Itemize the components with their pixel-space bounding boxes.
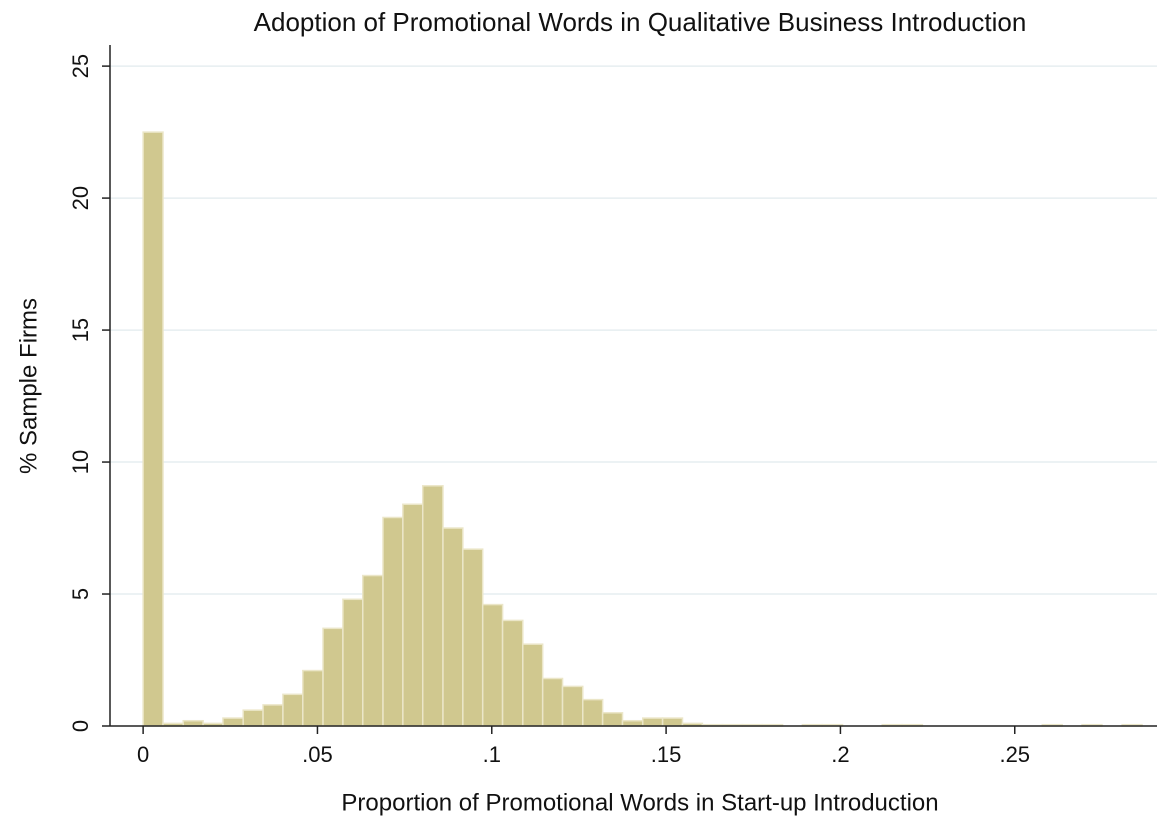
bar	[462, 548, 484, 727]
x-tick-label: .15	[651, 742, 682, 767]
bar	[322, 627, 344, 727]
bar	[481, 603, 504, 727]
y-tick-label: 5	[68, 588, 93, 600]
bar	[362, 574, 384, 727]
bar	[442, 527, 464, 727]
x-tick-label: .05	[302, 742, 333, 767]
y-axis-label: % Sample Firms	[15, 298, 42, 474]
bar	[282, 693, 304, 727]
bar	[142, 131, 164, 727]
bar	[402, 503, 424, 727]
y-tick-label: 15	[68, 318, 93, 342]
bar	[302, 669, 324, 727]
bar	[222, 717, 244, 727]
bar	[262, 704, 284, 727]
x-tick-label: .2	[831, 742, 849, 767]
bar	[541, 677, 564, 727]
bar	[621, 719, 644, 727]
chart-title: Adoption of Promotional Words in Qualita…	[254, 7, 1027, 37]
bar	[661, 717, 684, 727]
y-tick-label: 0	[68, 720, 93, 732]
bar	[182, 719, 204, 727]
bar	[601, 712, 624, 727]
bar	[582, 698, 604, 727]
bar	[342, 598, 364, 727]
x-axis-label: Proportion of Promotional Words in Start…	[341, 789, 938, 816]
y-tick-label: 25	[68, 54, 93, 78]
bar	[421, 485, 444, 727]
y-tick-label: 10	[68, 450, 93, 474]
x-tick-label: .25	[999, 742, 1030, 767]
bar	[382, 516, 404, 727]
bar	[522, 643, 544, 727]
bar	[242, 709, 264, 727]
bar	[501, 619, 524, 727]
y-tick-label: 20	[68, 186, 93, 210]
x-tick-label: .1	[483, 742, 501, 767]
bar	[641, 717, 664, 727]
bar	[561, 685, 584, 727]
x-tick-label: 0	[137, 742, 149, 767]
